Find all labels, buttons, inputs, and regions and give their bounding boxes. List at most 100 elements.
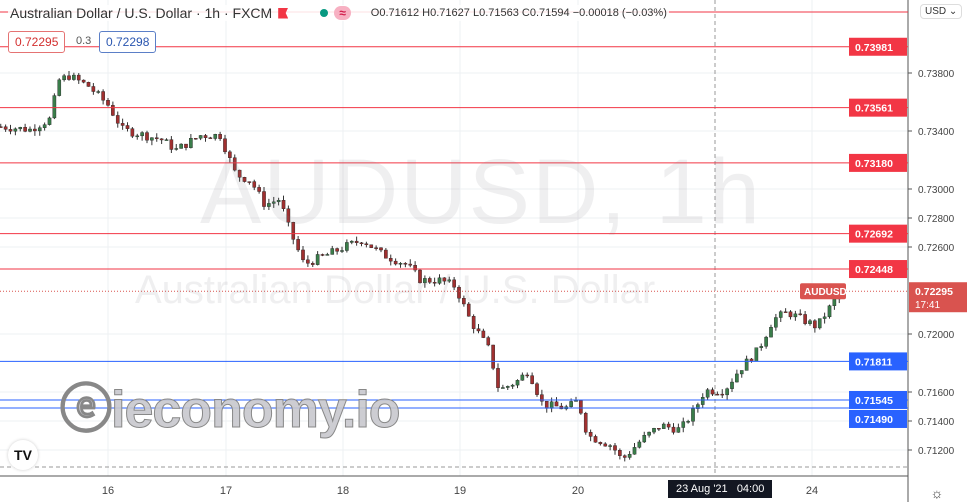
candle-up (501, 387, 505, 389)
candle-down (0, 126, 3, 128)
data-delay-icon[interactable]: ≈ (334, 6, 351, 20)
candle-down (466, 303, 471, 317)
flag-icon[interactable] (278, 7, 289, 19)
price-tick-label: 0.73800 (918, 69, 955, 80)
candle-up (827, 305, 832, 318)
candle-down (8, 129, 13, 132)
candle-up (345, 242, 349, 251)
support-level-label: 0.71490 (855, 414, 893, 426)
candle-up (62, 75, 66, 81)
candle-down (262, 191, 266, 207)
buy-button[interactable]: 0.72298 (99, 31, 157, 53)
candle-down (23, 127, 27, 132)
candle-down (471, 316, 476, 329)
candle-up (520, 374, 525, 381)
price-tick-label: 0.72600 (918, 243, 955, 254)
candle-down (91, 86, 96, 92)
candle-down (788, 311, 793, 318)
candle-down (281, 200, 286, 209)
candle-up (691, 408, 695, 422)
candle-down (476, 328, 481, 332)
candle-up (627, 454, 632, 458)
candle-down (384, 249, 388, 259)
resistance-level-label-bg (849, 224, 907, 243)
candle-up (174, 148, 179, 150)
candle-up (637, 441, 642, 448)
candle-down (306, 259, 310, 264)
high-value: H0.71627 (422, 7, 470, 19)
candle-down (388, 258, 393, 262)
resistance-level-label-bg (849, 98, 907, 117)
price-tick-label: 0.71200 (918, 446, 955, 457)
candle-up (510, 384, 515, 387)
candle-down (354, 240, 359, 244)
support-level-label-bg (849, 352, 907, 371)
low-value: L0.71563 (472, 7, 519, 19)
support-level-label: 0.71545 (855, 395, 893, 407)
candle-up (569, 401, 573, 407)
settings-gear-icon[interactable]: ☼ (931, 485, 944, 501)
candle-up (42, 124, 47, 128)
candle-down (154, 137, 159, 140)
candle-down (115, 115, 120, 124)
candle-up (739, 370, 744, 375)
candle-up (676, 427, 681, 433)
candle-down (111, 105, 115, 116)
candle-down (579, 400, 583, 414)
candle-up (164, 139, 169, 141)
candle-down (715, 393, 720, 396)
tradingview-logo[interactable]: TV (8, 440, 38, 470)
candle-up (150, 137, 154, 141)
candle-up (330, 248, 335, 255)
resistance-level-label: 0.72448 (855, 264, 893, 276)
candle-down (813, 320, 817, 329)
time-tick-label: 17 (220, 485, 232, 497)
candle-up (37, 127, 42, 132)
candle-down (432, 282, 437, 284)
time-tick-label: 18 (337, 485, 349, 497)
symbol-title[interactable]: Australian Dollar / U.S. Dollar · 1h · F… (10, 5, 273, 21)
candle-down (242, 177, 247, 182)
candle-down (203, 135, 208, 138)
candle-up (754, 347, 759, 362)
candle-down (496, 368, 500, 388)
candle-down (159, 138, 164, 141)
candle-up (774, 317, 778, 328)
candle-down (525, 374, 530, 377)
candle-up (325, 254, 330, 256)
candle-up (423, 278, 427, 284)
candle-up (135, 135, 140, 138)
candle-down (442, 277, 447, 282)
candle-down (145, 132, 149, 141)
candle-up (505, 386, 510, 388)
currency-selector[interactable]: USD ⌄ (920, 4, 963, 19)
price-tick-label: 0.73000 (918, 185, 955, 196)
candle-down (228, 151, 232, 158)
candle-down (603, 443, 608, 447)
candle-down (33, 128, 37, 132)
symbol-tag: AUDUSD (804, 287, 847, 298)
bar-countdown: 17:41 (915, 300, 940, 311)
ieconomy-logo-watermark: ⓔieconomy.io (60, 381, 402, 440)
price-tick-label: 0.71400 (918, 417, 955, 428)
candle-down (76, 74, 81, 81)
candle-down (408, 263, 413, 266)
resistance-level-label-bg (849, 153, 907, 172)
candle-down (657, 428, 661, 430)
resistance-level-label-bg (849, 260, 907, 279)
candle-up (647, 431, 651, 436)
candle-down (86, 81, 91, 87)
candle-up (52, 95, 57, 119)
sell-button[interactable]: 0.72295 (8, 31, 66, 53)
candle-up (57, 79, 62, 96)
candle-up (189, 138, 193, 148)
change-value: −0.00018 (−0.03%) (572, 7, 667, 19)
candle-up (515, 380, 520, 386)
candle-up (47, 117, 52, 125)
candle-down (379, 247, 383, 251)
candle-up (705, 389, 710, 398)
candle-up (744, 358, 749, 371)
candle-up (96, 91, 101, 93)
candle-down (393, 260, 398, 265)
